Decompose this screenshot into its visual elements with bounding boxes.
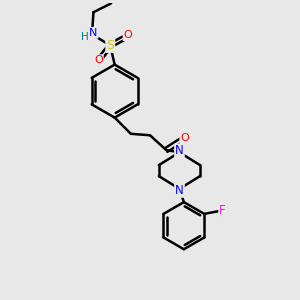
Text: S: S <box>106 39 114 52</box>
Text: O: O <box>124 30 132 40</box>
Text: F: F <box>219 205 226 218</box>
Text: H: H <box>81 32 88 42</box>
Text: O: O <box>94 55 103 65</box>
Text: O: O <box>180 133 189 143</box>
Text: N: N <box>175 144 184 158</box>
Text: N: N <box>89 28 98 38</box>
Text: N: N <box>175 184 184 197</box>
